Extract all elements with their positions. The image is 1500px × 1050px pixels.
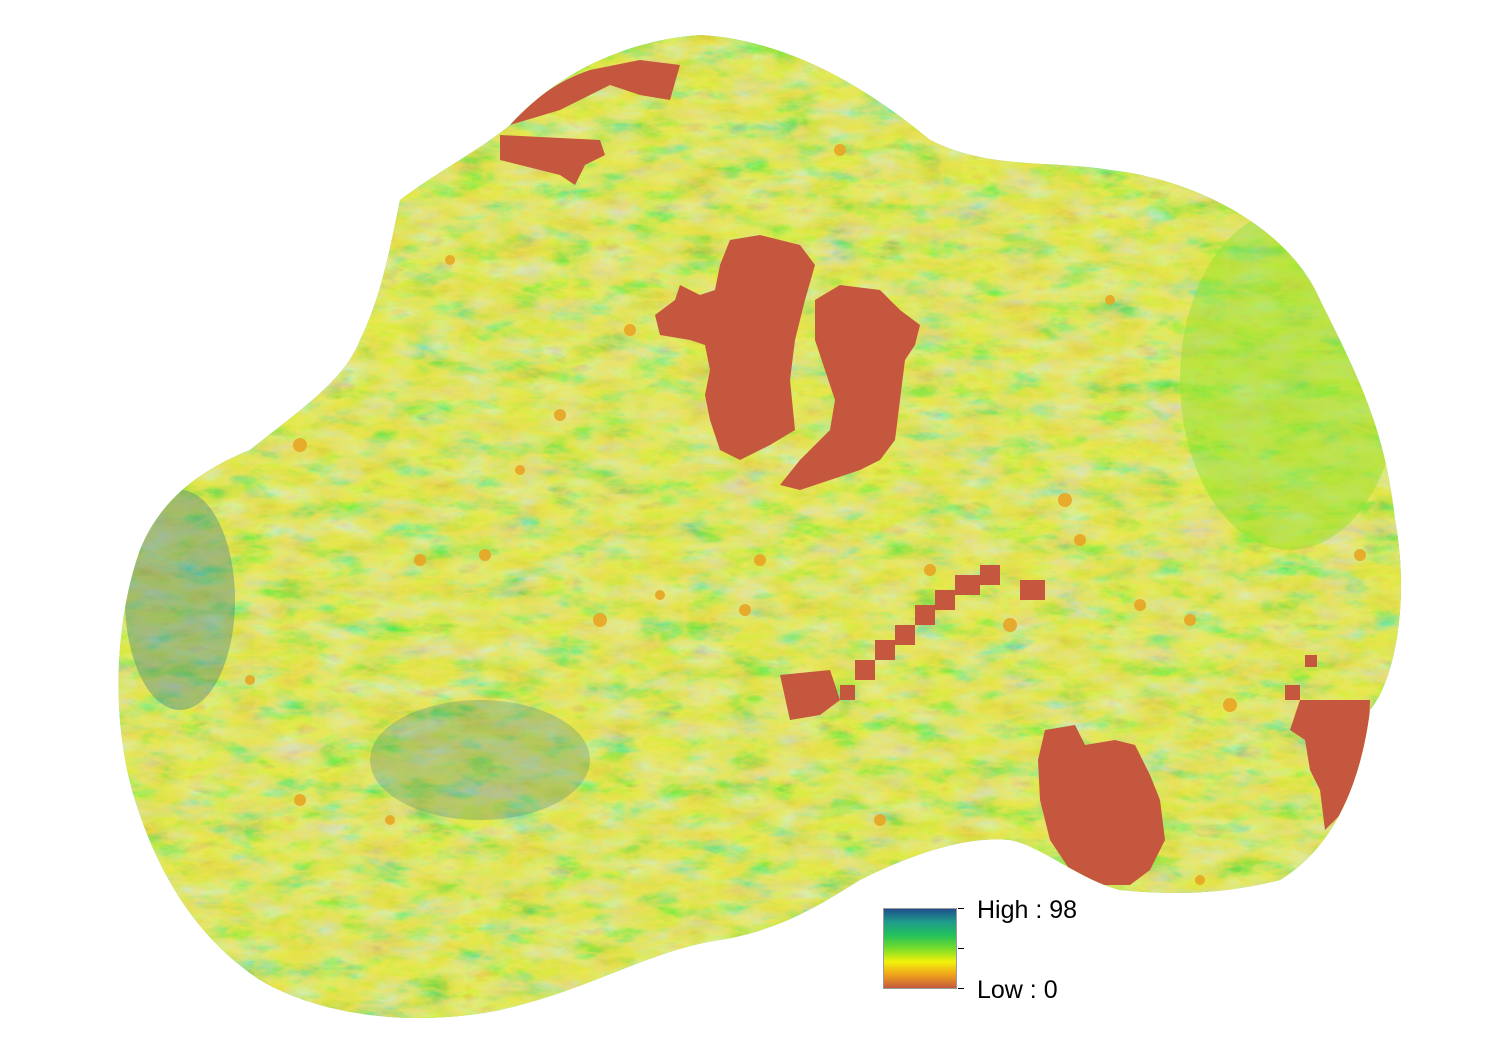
legend-tick-low [958, 988, 964, 989]
masked-zones [500, 60, 1370, 885]
legend-color-ramp [883, 908, 957, 989]
orange-patches [245, 144, 1366, 885]
legend-low-label: Low : 0 [977, 976, 1058, 1004]
legend-high-label: High : 98 [977, 896, 1078, 924]
legend: High : 98 Low : 0 [882, 895, 1142, 1005]
legend-tick-high [958, 908, 964, 909]
legend-tick-mid [958, 948, 964, 949]
